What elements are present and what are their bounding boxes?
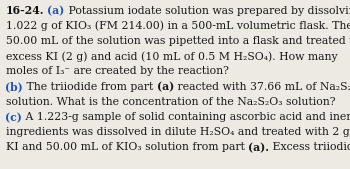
Text: moles of I₃⁻ are created by the reaction?: moles of I₃⁻ are created by the reaction… — [6, 66, 228, 76]
Text: 1.022 g of KIO₃ (FM 214.00) in a 500-mL volumetric flask. Then: 1.022 g of KIO₃ (FM 214.00) in a 500-mL … — [6, 21, 350, 31]
Text: A 1.223-g sample of solid containing ascorbic acid and inert: A 1.223-g sample of solid containing asc… — [22, 112, 350, 122]
Text: solution. What is the concentration of the Na₂S₂O₃ solution?: solution. What is the concentration of t… — [6, 97, 335, 107]
Text: 16-24.: 16-24. — [6, 6, 44, 17]
Text: reacted with 37.66 mL of Na₂S₂O₃: reacted with 37.66 mL of Na₂S₂O₃ — [174, 81, 350, 91]
Text: (a).: (a). — [248, 142, 269, 153]
Text: Excess triiodide: Excess triiodide — [269, 142, 350, 152]
Text: ingredients was dissolved in dilute H₂SO₄ and treated with 2 g of: ingredients was dissolved in dilute H₂SO… — [6, 127, 350, 137]
Text: (a): (a) — [48, 6, 65, 17]
Text: KI and 50.00 mL of KIO₃ solution from part: KI and 50.00 mL of KIO₃ solution from pa… — [6, 142, 248, 152]
Text: (a): (a) — [157, 81, 174, 92]
Text: 50.00 mL of the solution was pipetted into a flask and treated with: 50.00 mL of the solution was pipetted in… — [6, 36, 350, 46]
Text: The triiodide from part: The triiodide from part — [23, 81, 157, 91]
Text: Potassium iodate solution was prepared by dissolving: Potassium iodate solution was prepared b… — [65, 6, 350, 16]
Text: excess KI (2 g) and acid (10 mL of 0.5 M H₂SO₄). How many: excess KI (2 g) and acid (10 mL of 0.5 M… — [6, 51, 337, 62]
Text: (b): (b) — [6, 81, 23, 92]
Text: (c): (c) — [6, 112, 22, 123]
